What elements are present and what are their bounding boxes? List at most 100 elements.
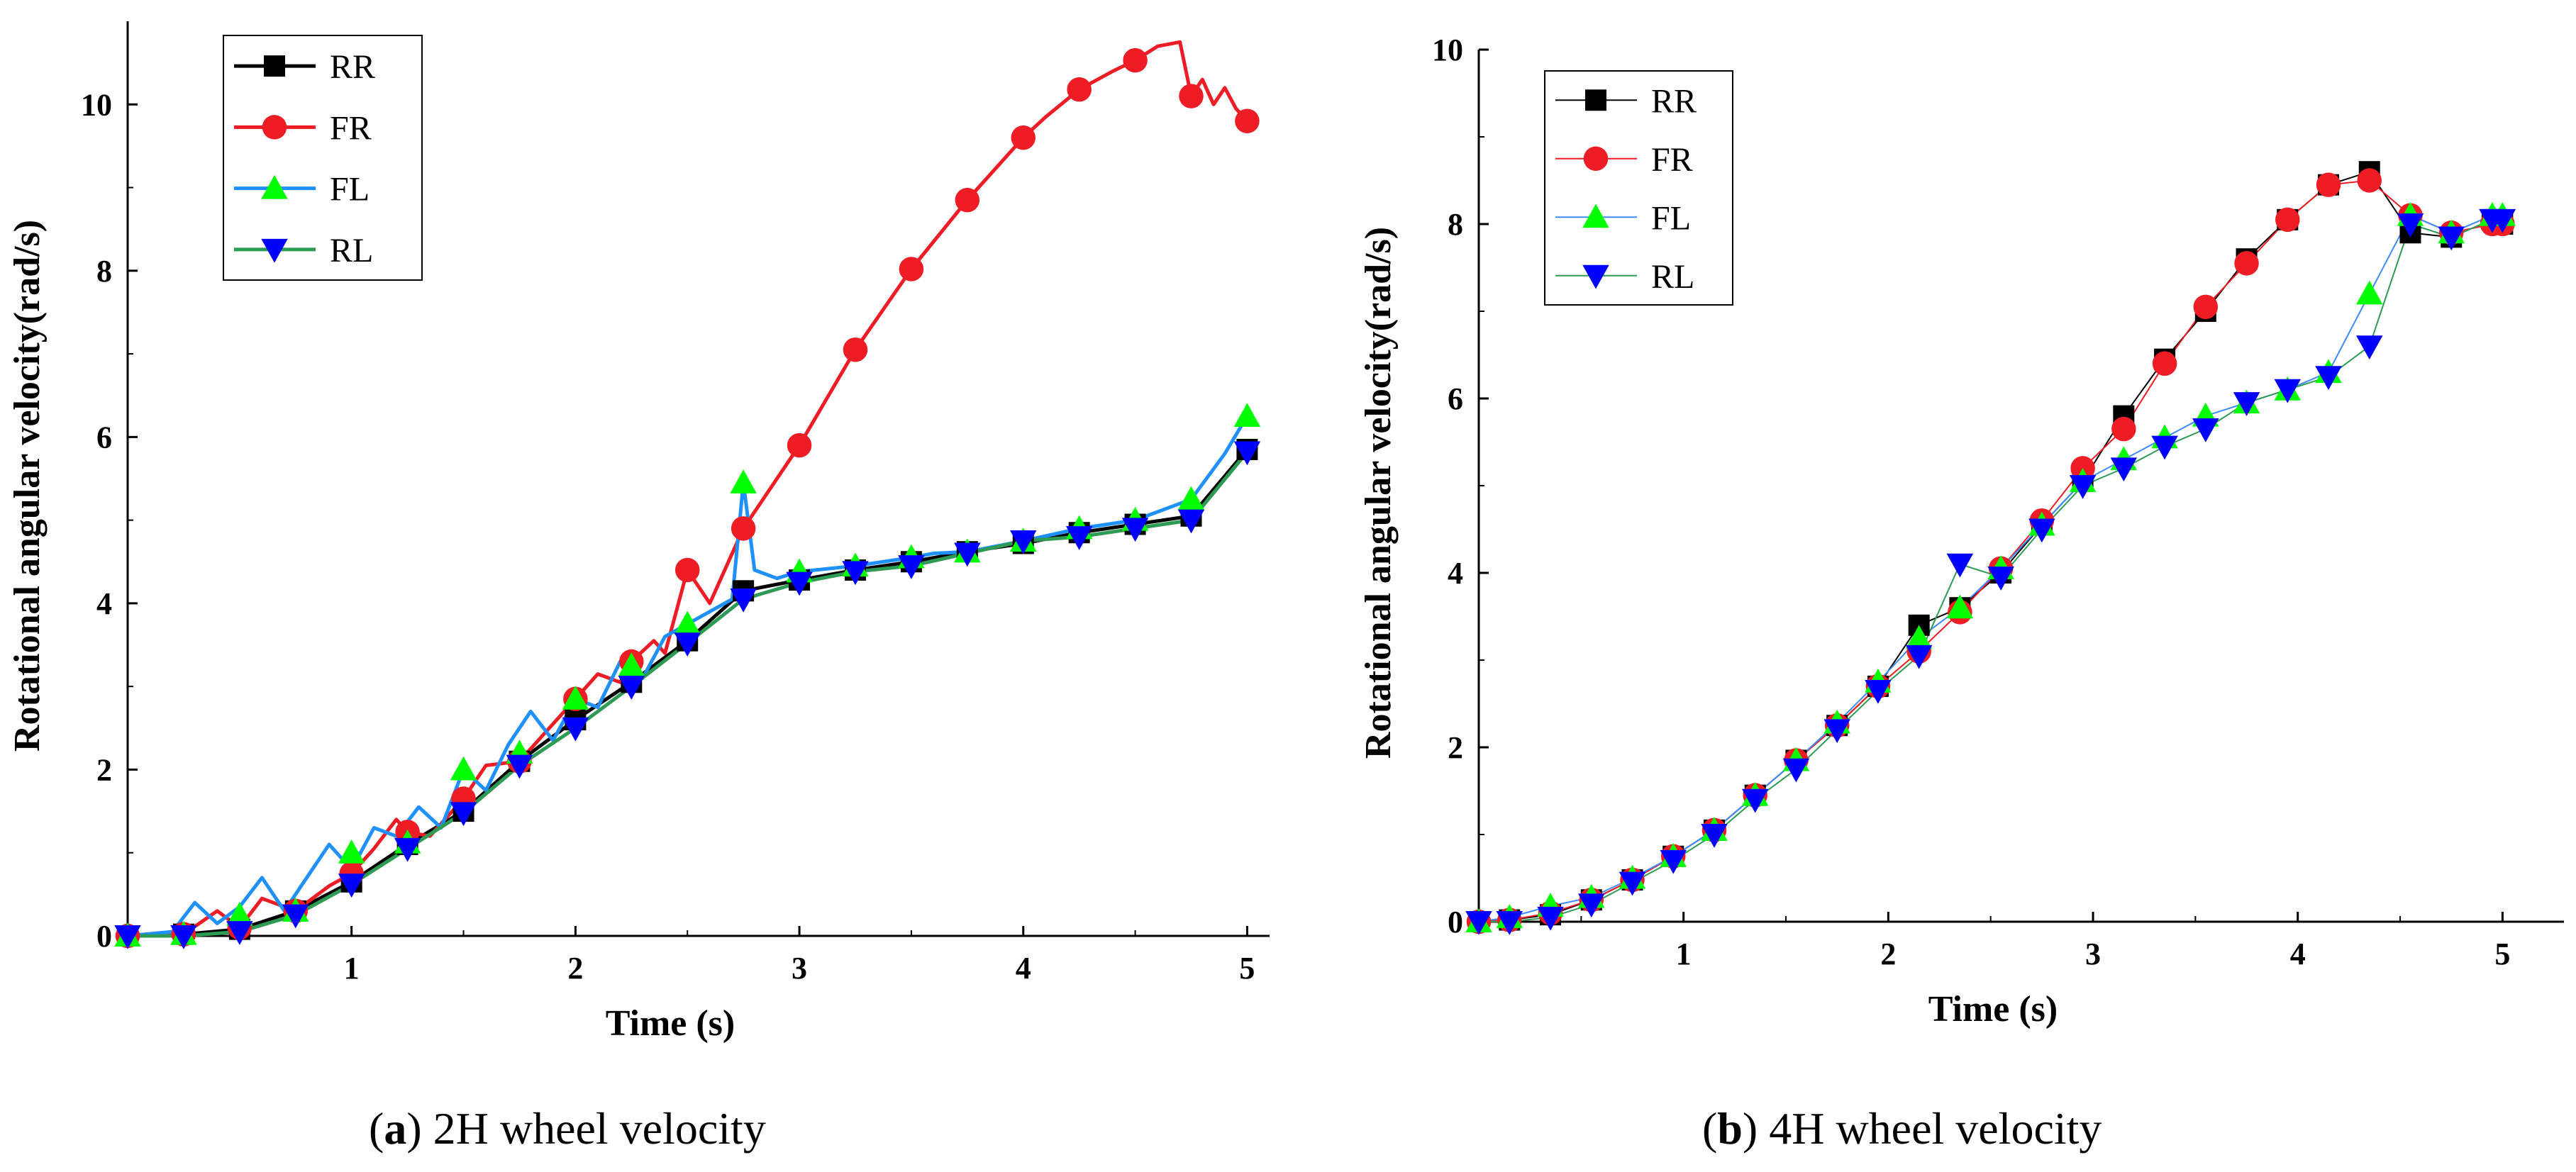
point-fr <box>2357 168 2382 193</box>
x-tick-label: 2 <box>567 951 583 986</box>
y-tick-label: 6 <box>1448 381 1463 416</box>
point-fl <box>2356 280 2383 305</box>
caption-b: (b) 4H wheel velocity <box>1702 1103 2102 1154</box>
point-fl <box>338 839 365 864</box>
x-tick-label: 2 <box>1880 937 1896 971</box>
point-fr <box>674 557 700 583</box>
legend-box <box>223 35 423 281</box>
point-fr <box>1179 84 1204 108</box>
point-fr <box>1123 48 1148 73</box>
point-rl <box>2151 435 2178 460</box>
point-fr <box>1011 125 1036 150</box>
point-fr <box>899 257 924 281</box>
x-tick-label: 3 <box>792 951 807 986</box>
legend-label-rr: RR <box>330 48 375 86</box>
legend-label-rr: RR <box>1651 82 1697 120</box>
point-rl <box>1537 906 1564 931</box>
point-rl <box>282 904 309 929</box>
legend-label-fr: FR <box>1651 141 1693 179</box>
caption-a: (a) 2H wheel velocity <box>369 1103 766 1154</box>
point-fl <box>618 652 645 676</box>
point-rl <box>562 717 589 742</box>
y-tick-label: 8 <box>1448 207 1463 242</box>
point-rl <box>1177 509 1205 534</box>
point-rl <box>1065 526 1093 550</box>
point-rl <box>1865 680 1892 704</box>
y-tick-label: 6 <box>96 420 112 454</box>
y-tick-label: 0 <box>96 919 112 954</box>
point-fr <box>2111 416 2136 442</box>
x-axis-label: Time (s) <box>606 1003 735 1044</box>
y-axis-label: Rotational angular velocity(rad/s) <box>7 220 48 752</box>
legend-marker-fl <box>261 174 288 199</box>
point-fr <box>731 516 756 541</box>
point-rl <box>2315 366 2342 390</box>
point-rl <box>786 571 813 596</box>
point-fr <box>2193 294 2219 320</box>
legend-label-rl: RL <box>1651 258 1694 296</box>
point-rl <box>842 561 869 586</box>
point-fl <box>562 686 589 710</box>
y-tick-label: 2 <box>1448 730 1463 765</box>
point-rl <box>450 802 477 827</box>
caption-b-letter: b <box>1717 1103 1743 1154</box>
point-fl <box>1233 403 1261 428</box>
x-tick-label: 1 <box>1676 937 1692 971</box>
legend-marker-rl <box>1582 264 1609 289</box>
point-rl <box>226 921 253 945</box>
point-rl <box>394 837 421 862</box>
point-fr <box>787 432 812 458</box>
x-axis-label: Time (s) <box>1928 989 2058 1029</box>
legend-label-fl: FL <box>330 171 370 208</box>
chart-a-2h-wheel-velocity: 1 2 3 4 5 0 2 4 6 8 10 Time (s) Rotational angular v… <box>7 21 1270 1044</box>
point-rl <box>2274 379 2302 403</box>
legend-marker-fr <box>262 115 287 140</box>
x-tick-label: 4 <box>1016 951 1031 986</box>
point-fr <box>843 337 868 362</box>
caption-a-text: 2H wheel velocity <box>421 1103 766 1154</box>
point-rl <box>338 874 365 898</box>
point-rl <box>730 588 757 613</box>
point-rl <box>2192 418 2219 442</box>
point-rl <box>2356 335 2383 359</box>
y-tick-label: 4 <box>96 586 112 621</box>
y-tick-label: 8 <box>96 254 112 289</box>
point-rl <box>1823 719 1850 744</box>
point-rl <box>2028 518 2055 543</box>
point-fl <box>730 469 757 493</box>
point-rl <box>954 542 981 567</box>
y-tick-label: 2 <box>96 752 112 787</box>
point-rl <box>170 925 197 949</box>
point-rl <box>898 555 925 579</box>
x-tick-label: 1 <box>344 951 360 986</box>
point-rl <box>2438 226 2465 251</box>
point-rl <box>1619 871 1646 896</box>
point-fl <box>674 610 701 635</box>
legend-label-fr: FR <box>330 109 372 147</box>
point-rl <box>2489 208 2516 233</box>
legend-marker-rr <box>1585 89 1606 111</box>
point-rl <box>1660 849 1687 874</box>
point-fr <box>955 187 980 213</box>
legend-label-rl: RL <box>330 232 373 269</box>
legend-box <box>1544 70 1733 306</box>
legend-marker-rl <box>261 238 288 263</box>
point-fl <box>226 901 253 926</box>
point-rl <box>1946 553 1974 578</box>
point-fr <box>2234 251 2259 276</box>
point-rl <box>1782 758 1810 783</box>
caption-b-text: 4H wheel velocity <box>1758 1103 2102 1154</box>
point-fl <box>1905 625 1933 649</box>
x-tick-label: 3 <box>2085 937 2101 971</box>
point-rl <box>1233 441 1261 466</box>
point-rl <box>674 632 701 657</box>
point-rl <box>1465 911 1492 935</box>
point-rl <box>2397 213 2424 238</box>
point-fl <box>450 756 477 781</box>
y-tick-label: 0 <box>1448 905 1463 939</box>
point-rl <box>506 754 533 779</box>
point-rl <box>2110 457 2138 482</box>
point-rl <box>1905 644 1933 669</box>
point-rl <box>114 925 141 949</box>
